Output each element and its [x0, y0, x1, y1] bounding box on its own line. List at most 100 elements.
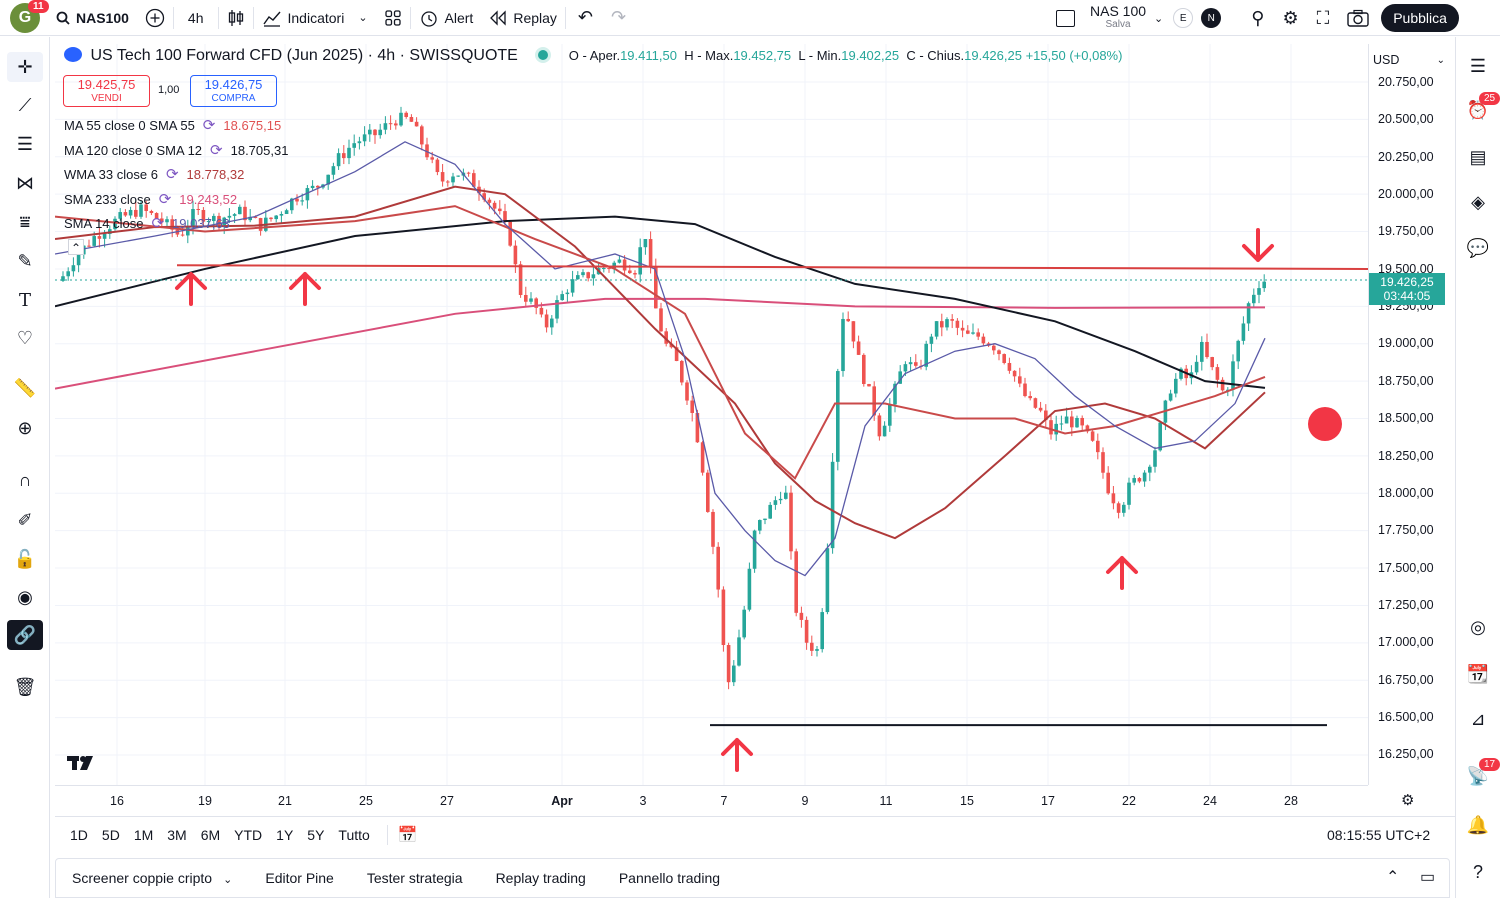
buy-button[interactable]: 19.426,75 COMPRA	[190, 75, 277, 107]
replay-button[interactable]: Replay	[481, 0, 565, 36]
chat-button[interactable]: 💬	[1462, 233, 1494, 263]
quantity[interactable]: 1,00	[158, 84, 180, 96]
range-button[interactable]: YTD	[234, 827, 263, 843]
chevron-down-icon[interactable]: ⌄	[1154, 12, 1164, 25]
candle-body	[451, 176, 455, 183]
fib-tool[interactable]: ☰	[7, 129, 43, 159]
clock[interactable]: 08:15:55 UTC+2	[1327, 827, 1431, 843]
object-tree-button[interactable]: ▤	[1462, 142, 1494, 172]
user-avatar[interactable]: G 11	[10, 0, 49, 33]
candle-body	[659, 308, 663, 332]
layers-button[interactable]: ◈	[1462, 187, 1494, 217]
calendar-button[interactable]: 📆	[1462, 659, 1494, 689]
n-button[interactable]: N	[1201, 8, 1222, 28]
time-axis[interactable]: 16 19 21 25 27 Apr 3 7 9 11 15 17 22 24 28	[55, 785, 1368, 815]
watchlist-button[interactable]: ☰	[1462, 51, 1494, 81]
chevron-down-icon[interactable]: ⌄	[358, 12, 368, 24]
price-axis[interactable]: USD ⌄ 20.750,00 20.500,00 20.250,00 20.000,…	[1368, 44, 1455, 785]
expand-panel-icon[interactable]: ⌃	[1386, 869, 1400, 886]
symbol-search[interactable]: NAS100	[48, 0, 137, 36]
wma-33-line	[55, 205, 1266, 480]
icon-tool[interactable]: ♡	[7, 323, 43, 353]
crosshair-tool[interactable]: ✛	[7, 52, 43, 82]
sell-button[interactable]: 19.425,75 VENDI	[63, 75, 150, 107]
indicators-button[interactable]: Indicatori ⌄	[254, 0, 376, 36]
candle-body	[732, 665, 736, 683]
indicator-row[interactable]: WMA 33 close 6 ⟳ 18.778,32	[64, 165, 244, 183]
lock-drawing-tool[interactable]: ✐	[7, 505, 43, 535]
chart-type-button[interactable]	[219, 0, 253, 36]
candle-body	[482, 193, 486, 200]
news-button[interactable]: 📡 17	[1462, 758, 1500, 791]
pattern-tool[interactable]: ⋈	[7, 168, 43, 198]
range-button[interactable]: 3M	[167, 827, 187, 843]
candle-body	[87, 245, 91, 247]
fullscreen-icon[interactable]: ⛶	[1316, 7, 1330, 28]
bottom-tab[interactable]: Editor Pine	[265, 870, 333, 886]
compare-button[interactable]	[137, 0, 173, 36]
plus-circle-icon	[145, 8, 165, 27]
axis-settings-icon[interactable]: ⚙	[1401, 792, 1415, 809]
indicator-row[interactable]: SMA 233 close ⟳ 19.243,52	[64, 190, 237, 208]
indicator-row[interactable]: MA 55 close 0 SMA 55 ⟳ 18.675,15	[64, 116, 281, 134]
zoom-tool[interactable]: ⊕	[7, 413, 43, 443]
candle-body	[1085, 425, 1090, 432]
bottom-tab[interactable]: Replay trading	[496, 870, 586, 886]
range-button[interactable]: 5Y	[307, 827, 325, 843]
publish-button[interactable]: Pubblica	[1381, 4, 1459, 32]
range-button[interactable]: 5D	[101, 827, 120, 843]
e-button[interactable]: E	[1173, 8, 1194, 28]
undo-button[interactable]: ↶	[566, 0, 605, 36]
layout-name[interactable]: NAS 100 Salva	[1090, 4, 1146, 31]
range-button[interactable]: Tutto	[338, 827, 370, 843]
interval-button[interactable]: 4h	[174, 0, 218, 36]
candle-body	[581, 272, 585, 276]
range-button[interactable]: 6M	[200, 827, 221, 843]
candle-body	[1096, 440, 1100, 453]
alert-button[interactable]: Alert	[411, 0, 482, 36]
last-price: 19.426,25	[1380, 275, 1434, 289]
up-arrow-icon	[175, 272, 207, 306]
indicator-row[interactable]: MA 120 close 0 SMA 12 ⟳ 18.705,31	[64, 141, 288, 159]
bottom-tab[interactable]: Screener coppie cripto ⌄	[72, 870, 232, 886]
candle-body	[217, 215, 221, 226]
redo-button[interactable]: ↷	[605, 0, 632, 36]
notifications-button[interactable]: 🔔	[1462, 810, 1494, 840]
bottom-tab[interactable]: Pannello trading	[619, 870, 720, 886]
candle-body	[544, 314, 549, 328]
help-button[interactable]: ?	[1462, 857, 1494, 887]
avatar-letter: G	[18, 8, 32, 26]
range-button[interactable]: 1Y	[276, 827, 294, 843]
price-chart[interactable]	[55, 44, 1368, 785]
remove-tool[interactable]: 🗑	[7, 672, 43, 702]
indicator-row[interactable]: SMA 14 close ⟳ 19.037,63	[64, 214, 230, 232]
hide-tool[interactable]: ◉	[7, 582, 43, 612]
layouts-button[interactable]	[376, 0, 410, 36]
trendline-tool[interactable]: ⟋	[7, 90, 43, 120]
candle-body	[1215, 367, 1220, 380]
range-button[interactable]: 1M	[133, 827, 154, 843]
maximize-panel-icon[interactable]: ▭	[1420, 869, 1436, 886]
target-button[interactable]: ◎	[1462, 612, 1494, 642]
goto-date-button[interactable]: 📅	[398, 825, 418, 845]
symbol-title[interactable]: US Tech 100 Forward CFD (Jun 2025) · 4h …	[90, 47, 518, 64]
collapse-legend-button[interactable]: ⌃	[68, 239, 84, 255]
lock-all-tool[interactable]: 🔓	[7, 544, 43, 574]
measure-tool[interactable]: 📏	[7, 373, 43, 403]
sync-drawing-tool[interactable]: 🔗	[7, 620, 43, 650]
fib-lines-icon: ☰	[16, 133, 34, 154]
range-button[interactable]: 1D	[70, 827, 88, 843]
currency-selector[interactable]: USD ⌄	[1373, 50, 1445, 70]
alerts-button[interactable]: ⏰ 25	[1462, 92, 1500, 125]
projection-tool[interactable]: ⩸	[7, 207, 43, 237]
quick-search-icon[interactable]: ⚲	[1251, 7, 1265, 28]
settings-gear-icon[interactable]: ⚙	[1282, 7, 1299, 28]
up-arrow-icon	[1106, 556, 1138, 590]
brush-tool[interactable]: ✎	[7, 246, 43, 276]
layout-checkbox[interactable]	[1056, 9, 1075, 27]
strategy-button[interactable]: ⊿	[1462, 704, 1494, 734]
camera-icon[interactable]	[1347, 9, 1369, 27]
magnet-tool[interactable]: ∩	[7, 465, 43, 495]
text-tool[interactable]: T	[7, 285, 43, 315]
bottom-tab[interactable]: Tester strategia	[367, 870, 463, 886]
